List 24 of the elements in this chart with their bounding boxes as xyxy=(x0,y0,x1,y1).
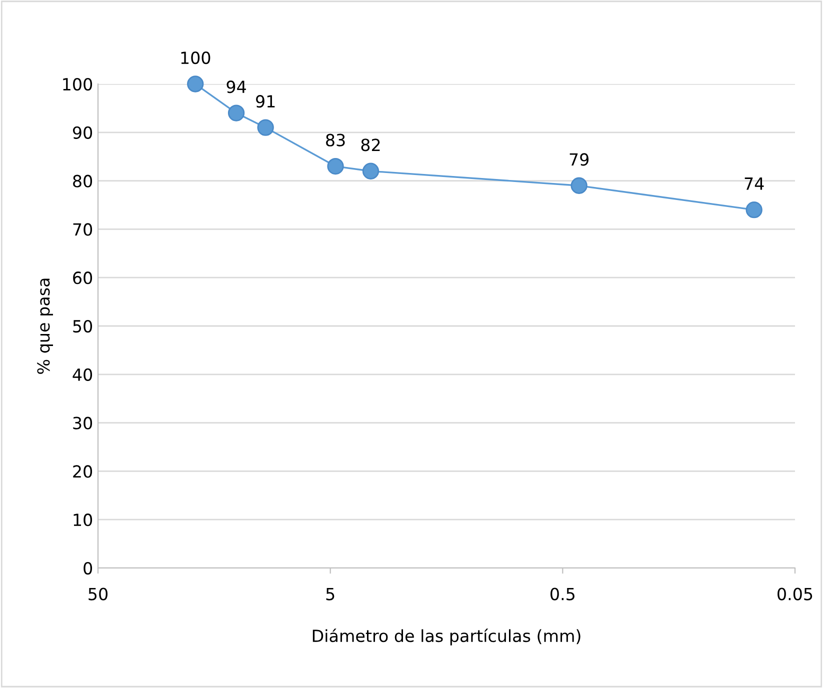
y-axis-title: % que pasa xyxy=(37,278,53,374)
y-tick-label: 100 xyxy=(63,78,92,91)
y-tick-label: 80 xyxy=(73,174,92,188)
x-tick-label: 5 xyxy=(326,588,334,600)
y-tick-label: 0 xyxy=(84,562,92,575)
data-label: 100 xyxy=(181,51,210,64)
x-tick-label: 0.5 xyxy=(550,588,574,600)
x-axis-title: Diámetro de las partículas (mm) xyxy=(312,628,580,646)
data-label: 79 xyxy=(570,153,588,166)
data-label: 94 xyxy=(226,80,246,94)
data-label: 83 xyxy=(326,134,345,146)
x-tick-label: 0.05 xyxy=(778,588,812,600)
y-tick-label: 70 xyxy=(73,223,92,236)
x-tick-label: 50 xyxy=(88,588,108,600)
y-tick-label: 50 xyxy=(73,320,92,333)
data-label: 91 xyxy=(256,95,275,108)
y-tick-label: 10 xyxy=(74,514,92,526)
y-tick-label: 90 xyxy=(72,126,92,139)
y-tick-label: 60 xyxy=(73,272,92,284)
y-tick-label: 40 xyxy=(72,368,92,381)
data-label: 74 xyxy=(744,178,764,190)
y-tick-label: 20 xyxy=(73,465,92,478)
data-label: 82 xyxy=(361,138,380,152)
y-tick-label: 30 xyxy=(73,416,92,430)
